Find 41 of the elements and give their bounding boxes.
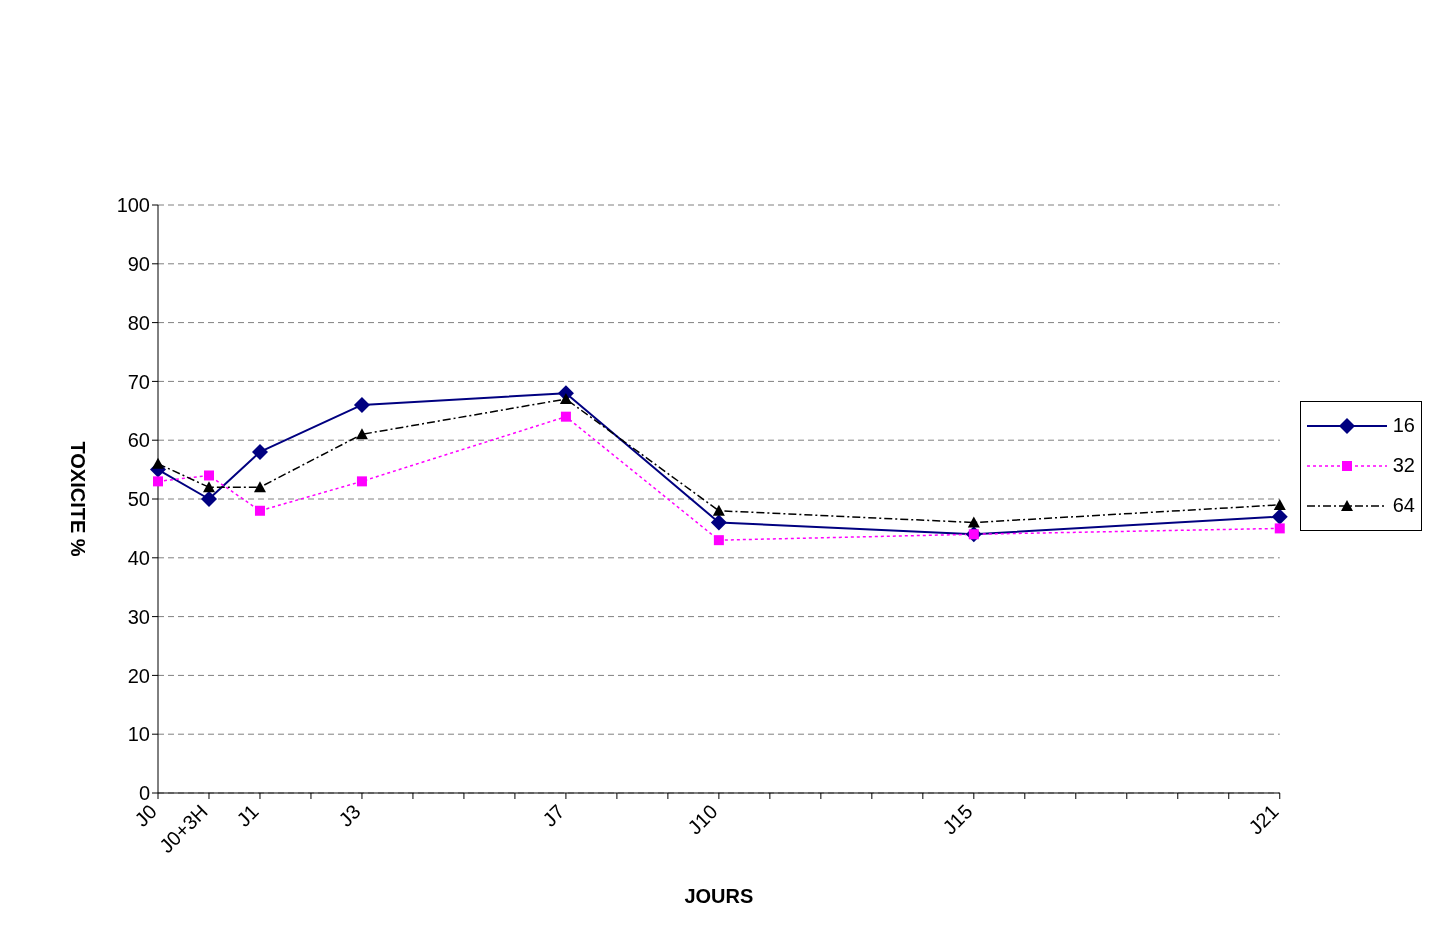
point [712,504,725,516]
y-tick-label: 60 [127,429,150,452]
point [560,411,571,422]
x-tick-label: J1 [232,800,263,831]
legend-label: 32 [1392,454,1415,477]
point [355,428,368,440]
y-tick-label: 20 [127,664,150,687]
point [253,481,266,493]
point [152,457,164,469]
y-tick-label: 80 [127,311,150,334]
y-tick-label: 30 [127,605,150,628]
x-tick-label: J10 [683,800,722,839]
point [1271,508,1288,525]
legend-label: 64 [1392,494,1415,517]
point [967,516,980,528]
x-tick-label: J15 [938,800,977,839]
point [1273,498,1286,510]
point [1274,523,1285,534]
y-tick-label: 50 [127,488,150,511]
point [203,470,214,481]
x-tick-label: J7 [538,800,569,831]
point [200,491,217,507]
y-tick-label: 100 [116,194,150,217]
point [713,535,724,546]
x-axis-title: JOURS [684,885,754,907]
legend-label: 16 [1392,414,1415,437]
point [202,481,215,493]
y-tick-label: 40 [127,546,150,569]
point [356,476,367,487]
y-tick-label: 90 [127,252,150,275]
point [353,396,370,413]
x-tick-label: J21 [1244,800,1283,839]
point [710,514,727,531]
y-axis-title: TOXICITE % [66,441,89,557]
point [559,393,572,405]
x-tick-label: J3 [334,800,365,831]
point [254,505,265,516]
point [153,476,163,487]
y-tick-label: 10 [127,723,150,746]
y-tick-label: 70 [127,370,150,393]
point [251,443,268,460]
